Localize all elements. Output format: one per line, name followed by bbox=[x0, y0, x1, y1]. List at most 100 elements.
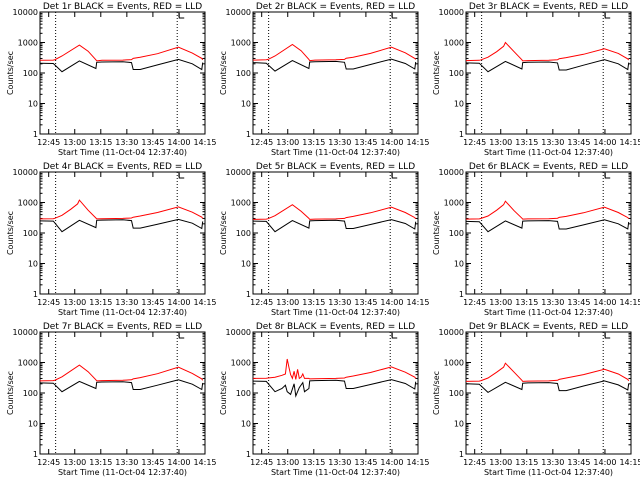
y-tick-label: 10000 bbox=[13, 168, 38, 177]
y-tick-label: 100 bbox=[449, 229, 464, 238]
chart-panel-6: Det 6r BLACK = Events, RED = LLD 1 10 100 10… bbox=[432, 162, 640, 317]
x-tick-label: 14:15 bbox=[406, 458, 429, 467]
x-axis-label: Start Time (11-Oct-04 12:37:40) bbox=[484, 308, 613, 317]
chart-panel-2: Det 2r BLACK = Events, RED = LLD 1 10 100 10… bbox=[219, 2, 430, 157]
y-tick-label: 10 bbox=[241, 100, 251, 109]
red-lld-series-line bbox=[465, 200, 630, 220]
y-tick-label: 10 bbox=[28, 100, 38, 109]
red-lld-series-line bbox=[39, 44, 204, 62]
red-lld-series-line bbox=[465, 362, 630, 382]
y-tick-label: 10000 bbox=[226, 8, 251, 17]
x-tick-label: 13:15 bbox=[89, 138, 112, 147]
red-lld-series-line bbox=[252, 358, 417, 380]
y-tick-label: 10000 bbox=[13, 8, 38, 17]
x-tick-label: 13:15 bbox=[302, 458, 325, 467]
x-tick-label: 14:15 bbox=[406, 298, 429, 307]
black-events-series-line bbox=[252, 379, 417, 398]
y-tick-label: 10 bbox=[241, 420, 251, 429]
x-tick-label: 14:15 bbox=[619, 138, 640, 147]
x-tick-label: 14:15 bbox=[193, 138, 216, 147]
chart-panel-7: Det 7r BLACK = Events, RED = LLD 1 10 100 10… bbox=[6, 322, 217, 477]
x-tick-label: 12:45 bbox=[463, 458, 486, 467]
x-tick-label: 12:45 bbox=[250, 298, 273, 307]
y-axis-label: Counts/sec bbox=[219, 51, 228, 95]
y-tick-label: 100 bbox=[236, 229, 251, 238]
y-tick-label: 1000 bbox=[18, 359, 38, 368]
x-tick-label: 14:15 bbox=[406, 138, 429, 147]
y-axis-label: Counts/sec bbox=[432, 211, 441, 255]
x-tick-label: 14:00 bbox=[593, 458, 616, 467]
chart-panel-1: Det 1r BLACK = Events, RED = LLD 1 10 100 10… bbox=[6, 2, 217, 157]
x-tick-label: 13:30 bbox=[328, 298, 351, 307]
panel-title: Det 3r BLACK = Events, RED = LLD bbox=[469, 2, 628, 12]
y-axis-label: Counts/sec bbox=[6, 371, 15, 415]
x-tick-label: 14:15 bbox=[619, 298, 640, 307]
x-tick-label: 13:45 bbox=[141, 458, 164, 467]
x-tick-label: 14:15 bbox=[193, 458, 216, 467]
x-tick-label: 12:45 bbox=[250, 138, 273, 147]
y-tick-label: 1000 bbox=[18, 39, 38, 48]
black-events-series-line bbox=[252, 58, 417, 72]
y-tick-label: 1000 bbox=[231, 199, 251, 208]
y-axis-label: Counts/sec bbox=[219, 371, 228, 415]
x-tick-label: 13:45 bbox=[141, 298, 164, 307]
black-events-series-line bbox=[39, 218, 204, 233]
l-marker bbox=[391, 13, 398, 19]
y-axis-label: Counts/sec bbox=[6, 211, 15, 255]
y-tick-label: 1 bbox=[33, 450, 38, 459]
y-tick-label: 100 bbox=[23, 389, 38, 398]
x-tick-label: 14:15 bbox=[193, 298, 216, 307]
x-tick-label: 13:30 bbox=[328, 458, 351, 467]
x-tick-label: 13:00 bbox=[63, 458, 86, 467]
y-tick-label: 1000 bbox=[444, 199, 464, 208]
black-events-series-line bbox=[39, 58, 204, 73]
black-events-series-line bbox=[252, 219, 417, 233]
l-marker bbox=[604, 13, 611, 19]
y-tick-label: 100 bbox=[23, 229, 38, 238]
y-tick-label: 1000 bbox=[444, 39, 464, 48]
y-tick-label: 1000 bbox=[231, 359, 251, 368]
x-tick-label: 13:45 bbox=[567, 298, 590, 307]
y-tick-label: 1 bbox=[459, 290, 464, 299]
panel-title: Det 6r BLACK = Events, RED = LLD bbox=[469, 162, 628, 172]
x-tick-label: 13:15 bbox=[89, 458, 112, 467]
x-tick-label: 13:00 bbox=[489, 458, 512, 467]
x-axis-label: Start Time (11-Oct-04 12:37:40) bbox=[271, 148, 400, 157]
red-lld-series-line bbox=[465, 41, 630, 62]
x-tick-label: 13:30 bbox=[541, 138, 564, 147]
y-tick-label: 10000 bbox=[439, 8, 464, 17]
x-axis-label: Start Time (11-Oct-04 12:37:40) bbox=[58, 468, 187, 477]
x-tick-label: 13:45 bbox=[354, 298, 377, 307]
x-tick-label: 13:15 bbox=[515, 298, 538, 307]
x-tick-label: 13:15 bbox=[515, 458, 538, 467]
y-tick-label: 1 bbox=[459, 450, 464, 459]
x-tick-label: 13:00 bbox=[276, 458, 299, 467]
y-tick-label: 10 bbox=[454, 260, 464, 269]
y-axis-label: Counts/sec bbox=[432, 371, 441, 415]
x-tick-label: 13:45 bbox=[567, 458, 590, 467]
x-tick-label: 13:30 bbox=[541, 458, 564, 467]
chart-panel-8: Det 8r BLACK = Events, RED = LLD 1 10 100 10… bbox=[219, 322, 430, 477]
y-tick-label: 1 bbox=[33, 290, 38, 299]
l-marker bbox=[604, 333, 611, 339]
black-events-series-line bbox=[465, 59, 630, 73]
y-axis-label: Counts/sec bbox=[432, 51, 441, 95]
x-tick-label: 14:00 bbox=[167, 298, 190, 307]
x-tick-label: 13:00 bbox=[276, 298, 299, 307]
red-lld-series-line bbox=[252, 204, 417, 220]
panel-title: Det 2r BLACK = Events, RED = LLD bbox=[256, 2, 415, 12]
chart-panel-4: Det 4r BLACK = Events, RED = LLD 1 10 100 10… bbox=[6, 162, 217, 317]
x-axis-label: Start Time (11-Oct-04 12:37:40) bbox=[58, 148, 187, 157]
l-marker bbox=[178, 333, 185, 339]
black-events-series-line bbox=[465, 380, 630, 394]
y-tick-label: 10000 bbox=[439, 328, 464, 337]
y-tick-label: 10000 bbox=[226, 328, 251, 337]
chart-panel-9: Det 9r BLACK = Events, RED = LLD 1 10 100 10… bbox=[432, 322, 640, 477]
x-tick-label: 14:00 bbox=[593, 138, 616, 147]
l-marker bbox=[604, 173, 611, 179]
x-tick-label: 13:30 bbox=[115, 138, 138, 147]
y-tick-label: 1 bbox=[246, 450, 251, 459]
x-tick-label: 14:00 bbox=[380, 138, 403, 147]
panel-title: Det 8r BLACK = Events, RED = LLD bbox=[256, 322, 415, 332]
